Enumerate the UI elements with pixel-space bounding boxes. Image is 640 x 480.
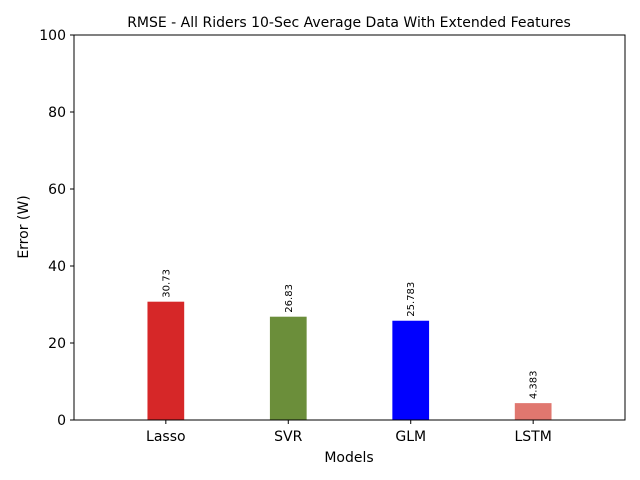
bar-value-label: 26.83 [284, 284, 295, 313]
bar-labels-group: 30.73 26.83 25.783 4.383 [161, 269, 539, 399]
y-tick-label: 40 [48, 259, 66, 275]
bar-svr [269, 316, 307, 420]
x-tick-label: GLM [395, 429, 426, 445]
y-tick-label: 80 [48, 105, 66, 121]
x-axis-label: Models [324, 450, 373, 466]
bar-value-label: 30.73 [161, 269, 172, 298]
y-tick-label: 100 [39, 28, 66, 44]
y-tick-label: 60 [48, 182, 66, 198]
bar-value-label: 25.783 [406, 282, 417, 317]
x-axis-ticks: Lasso SVR GLM LSTM [146, 420, 552, 445]
bar-glm [392, 320, 430, 420]
y-tick-label: 0 [57, 413, 66, 429]
bar-value-label: 4.383 [529, 370, 540, 399]
y-axis-label: Error (W) [16, 195, 32, 258]
bar-lasso [147, 301, 185, 420]
bar-lstm [514, 403, 552, 420]
bars-group [147, 301, 552, 420]
x-tick-label: LSTM [515, 429, 552, 445]
chart-title: RMSE - All Riders 10-Sec Average Data Wi… [127, 15, 571, 31]
x-tick-label: SVR [274, 429, 302, 445]
plot-frame [73, 34, 626, 421]
y-tick-label: 20 [48, 336, 66, 352]
y-axis-ticks: 0 20 40 60 80 100 [39, 28, 74, 429]
x-tick-label: Lasso [146, 429, 186, 445]
